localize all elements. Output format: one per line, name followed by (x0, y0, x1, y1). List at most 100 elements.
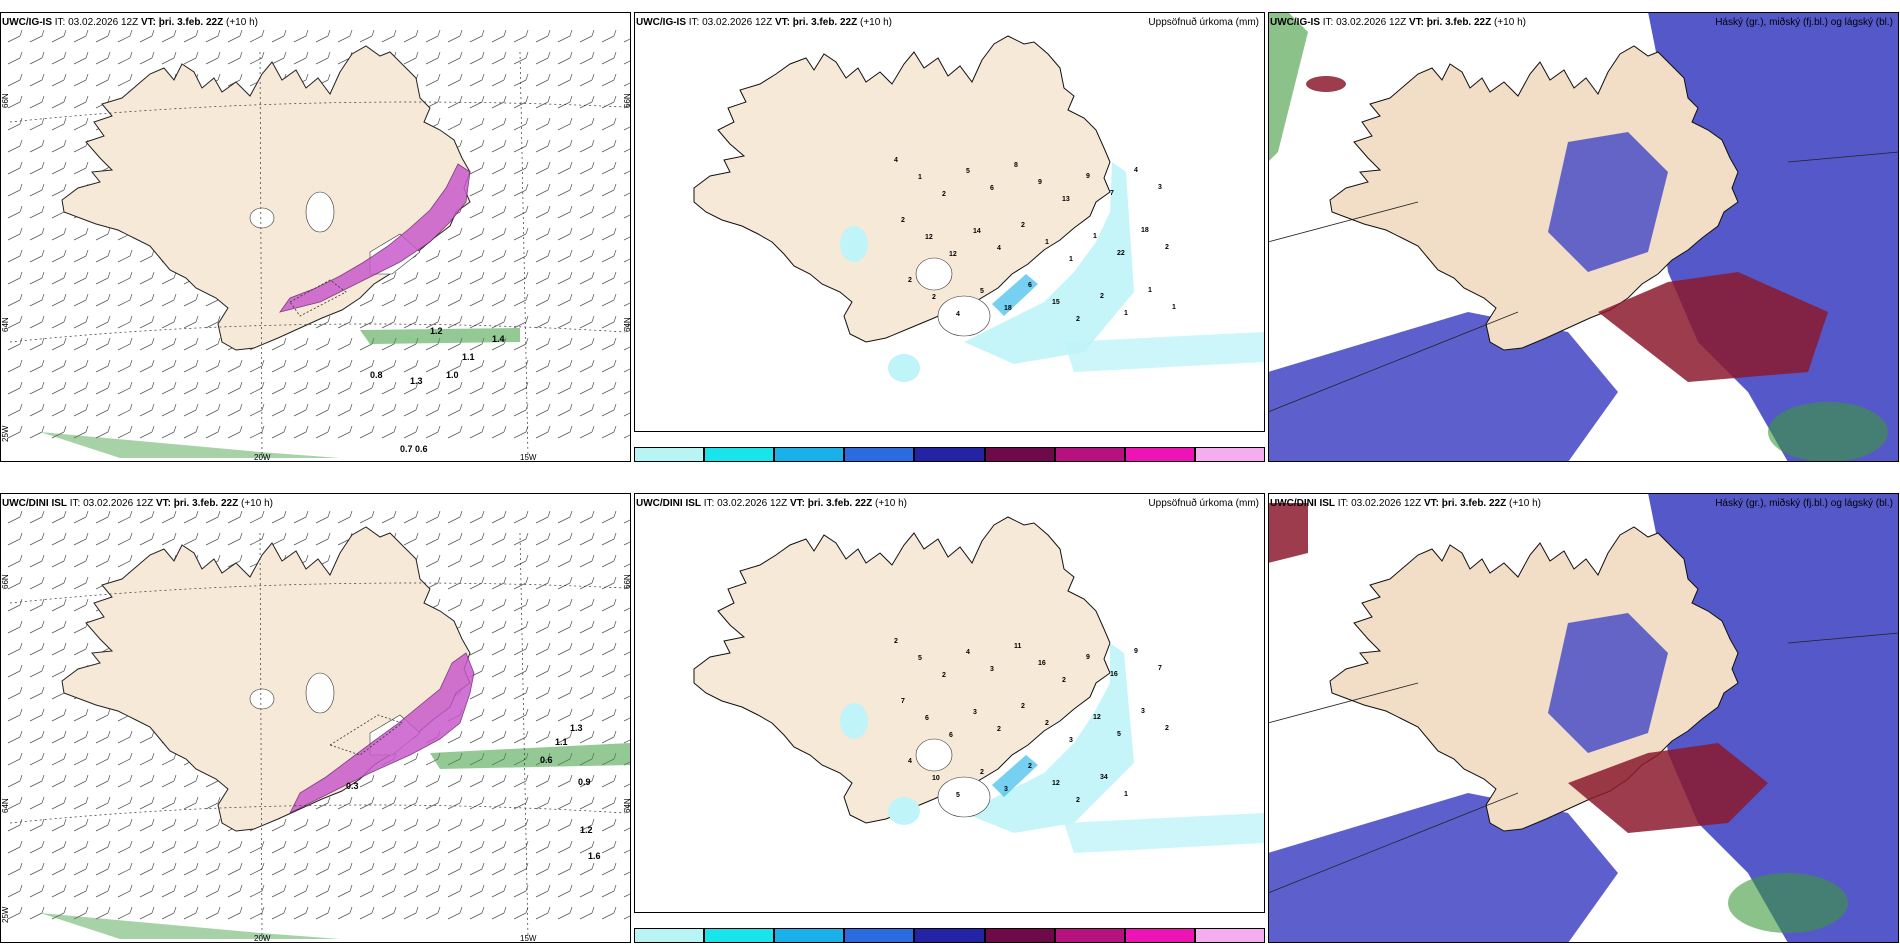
colorbar-swatch (704, 928, 775, 943)
wind-barb (7, 736, 21, 744)
wind-barb (513, 912, 527, 920)
wind-barb-flag (151, 510, 155, 518)
wind-barb-flag (327, 359, 331, 367)
wind-barb-flag (173, 906, 177, 914)
precip-value-label: 3 (1141, 708, 1145, 715)
wind-barb-flag (327, 906, 331, 914)
wind-barb-flag (481, 293, 485, 301)
wind-barb (579, 409, 593, 417)
wind-barb-flag (85, 29, 89, 37)
wind-barb-flag (107, 840, 111, 848)
wind-barb (491, 321, 505, 329)
wind-barb-flag (481, 576, 485, 584)
wind-barb-flag (613, 796, 617, 804)
wind-barb-flag (547, 205, 551, 213)
lat-label-64-r: 64N (623, 317, 631, 332)
wind-barb-flag (591, 51, 595, 59)
wind-barb (51, 123, 65, 131)
wind-barb (535, 802, 549, 810)
wind-barb-flag (525, 51, 529, 59)
wind-barb-flag (107, 818, 111, 826)
wind-barb-flag (85, 161, 89, 169)
wind-barb (469, 79, 483, 87)
precip-value-label: 1 (1172, 304, 1176, 311)
wind-barb (359, 780, 373, 788)
wind-barb (117, 736, 131, 744)
wind-barb-flag (151, 51, 155, 59)
wind-barb-flag (151, 29, 155, 37)
wind-barb (227, 57, 241, 65)
wind-barb-flag (503, 139, 507, 147)
wind-barb-flag (41, 139, 45, 147)
wind-barb-flag (63, 884, 67, 892)
wind-barb (29, 890, 43, 898)
wind-barb-flag (327, 510, 331, 518)
wind-barb-flag (19, 271, 23, 279)
wind-barb (293, 409, 307, 417)
wind-barb (425, 299, 439, 307)
wind-barb (73, 824, 87, 832)
wind-barb (315, 321, 329, 329)
wind-barb-flag (41, 227, 45, 235)
wind-barb-flag (503, 708, 507, 716)
wind-barb (29, 189, 43, 197)
wind-barb (7, 604, 21, 612)
wind-barb (315, 343, 329, 351)
wind-barb-flag (151, 818, 155, 826)
wind-barb (513, 189, 527, 197)
wind-barb (403, 277, 417, 285)
wind-barb-flag (547, 642, 551, 650)
wind-barb (161, 802, 175, 810)
wind-barb-flag (107, 359, 111, 367)
precip-value-label: 4 (894, 157, 898, 164)
precip-value-label: 6 (949, 732, 953, 739)
wind-barb (51, 255, 65, 263)
wind-barb (315, 824, 329, 832)
wind-barb (381, 868, 395, 876)
wind-barb (513, 211, 527, 219)
wind-barb (425, 321, 439, 329)
wind-barb (579, 299, 593, 307)
wind-barb-flag (591, 425, 595, 433)
wind-barb-flag (591, 381, 595, 389)
wind-barb-flag (591, 840, 595, 848)
wind-barb (601, 912, 615, 920)
wind-barb-flag (327, 862, 331, 870)
wind-barb (425, 824, 439, 832)
wind-barb (73, 365, 87, 373)
precip-value-label: 2 (932, 294, 936, 301)
wind-barb (205, 343, 219, 351)
wind-barb-flag (613, 381, 617, 389)
colorbar: 110255075100150200400 (634, 432, 1265, 462)
wind-barb (557, 802, 571, 810)
wind-barb (95, 409, 109, 417)
wind-barb (7, 802, 21, 810)
wind-barb (161, 365, 175, 373)
wind-barb (447, 365, 461, 373)
wind-barb (403, 343, 417, 351)
wind-barb (29, 582, 43, 590)
wind-barb-flag (525, 796, 529, 804)
wind-barb-flag (547, 576, 551, 584)
wind-barb (51, 35, 65, 43)
wind-barb (73, 516, 87, 524)
wind-barb-flag (41, 774, 45, 782)
precip-map-layer: 2524311162916977663222312532410523212234… (693, 516, 1264, 853)
wind-barb-flag (371, 906, 375, 914)
precip-value-label: 12 (949, 251, 957, 258)
wind-barb-flag (503, 510, 507, 518)
wind-barb-flag (85, 510, 89, 518)
wind-barb-flag (305, 381, 309, 389)
wind-barb (95, 255, 109, 263)
wind-barb (73, 145, 87, 153)
wind-barb-flag (217, 532, 221, 540)
wind-barb-flag (503, 862, 507, 870)
wind-barb (73, 714, 87, 722)
wind-barb (447, 868, 461, 876)
wind-barb-flag (41, 840, 45, 848)
wind-barb-flag (19, 510, 23, 518)
wind-barb (205, 912, 219, 920)
wind-barb (535, 824, 549, 832)
wind-barb-flag (503, 205, 507, 213)
